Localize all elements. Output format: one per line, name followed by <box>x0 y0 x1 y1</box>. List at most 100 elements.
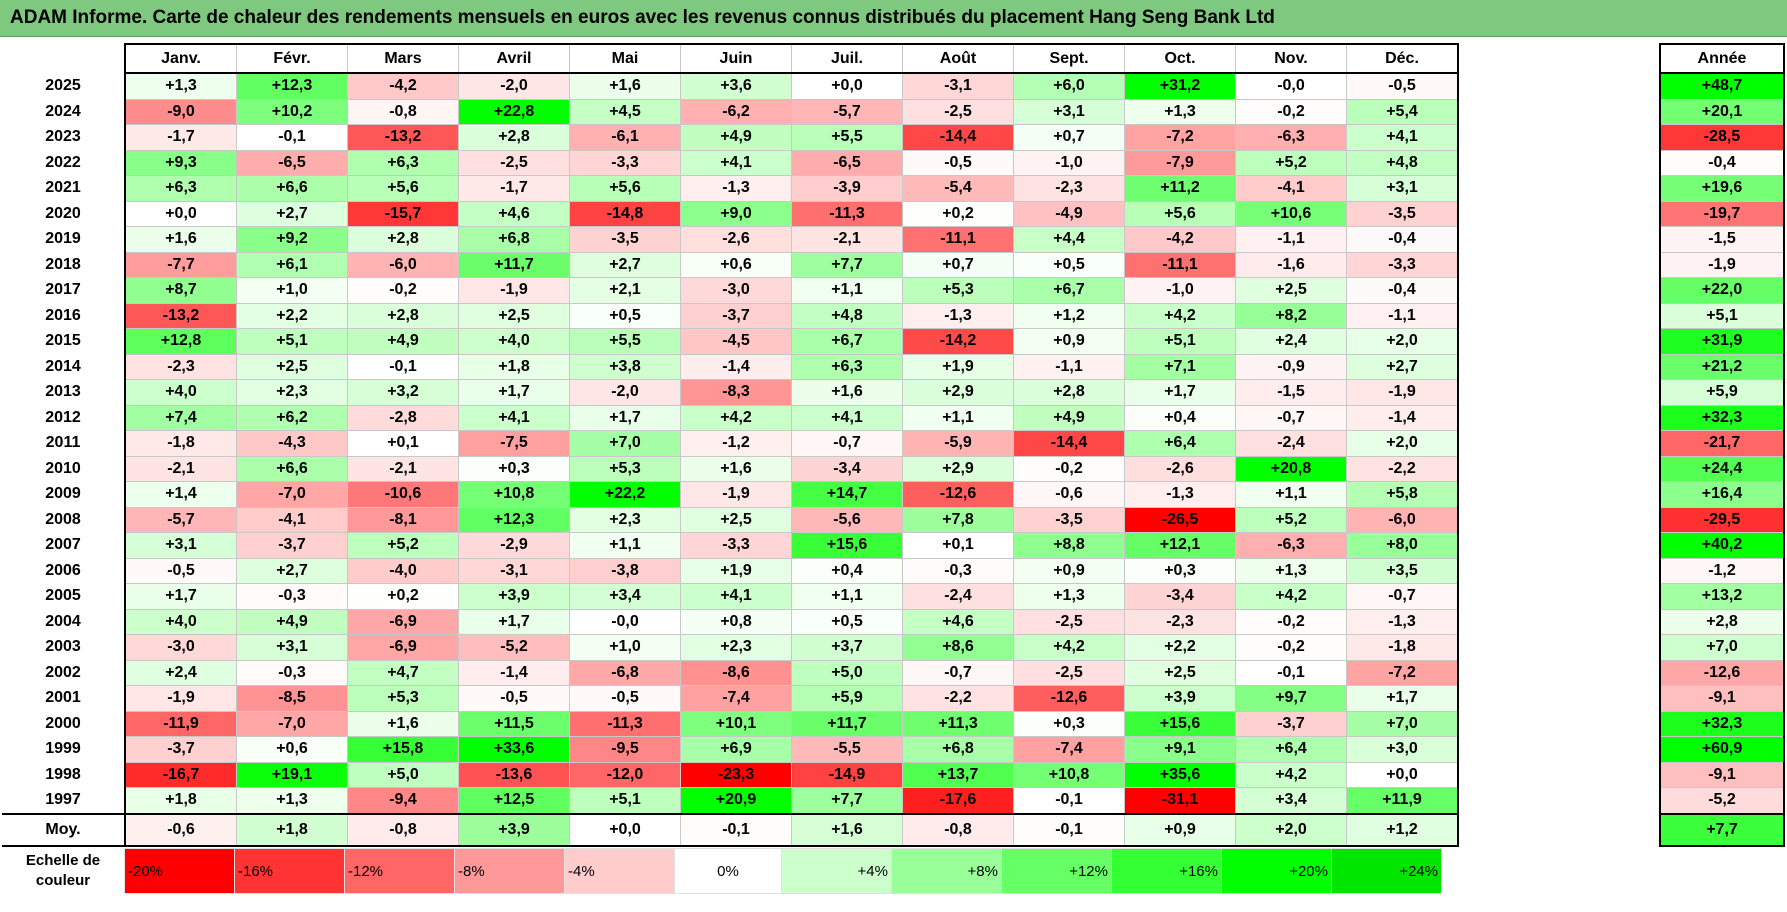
heatmap-cell: +7,7 <box>791 787 903 815</box>
heatmap-cell: -3,4 <box>1124 583 1236 610</box>
month-header: Mars <box>347 43 459 74</box>
heatmap-cell: -1,2 <box>680 430 792 457</box>
annual-row: +24,4 <box>1659 455 1785 482</box>
average-cell: -0,1 <box>680 812 792 847</box>
color-scale-row: Echelle de couleur -20% -16% -12% -8% -4% 0% +4… <box>2 848 1442 894</box>
heatmap-cell: -11,3 <box>569 710 681 737</box>
annual-row: -9,1 <box>1659 761 1785 788</box>
heatmap-cell: -6,9 <box>347 608 459 635</box>
heatmap-cell: -0,6 <box>1013 481 1125 508</box>
heatmap-cell: +3,2 <box>347 379 459 406</box>
heatmap-cell: +1,3 <box>1235 557 1347 584</box>
heatmap-cell: +2,7 <box>1346 353 1459 380</box>
heatmap-cell: +3,1 <box>236 634 348 661</box>
annual-cell: +16,4 <box>1659 481 1785 508</box>
heatmap-cell: -6,3 <box>1235 124 1347 151</box>
heatmap-cell: -0,1 <box>347 353 459 380</box>
month-header: Nov. <box>1235 43 1347 74</box>
year-row: 2000 -11,9 -7,0 +1,6 +11,5 -11,3 +10,1 +11,7 +11… <box>2 710 1459 737</box>
heatmap-cell: +10,2 <box>236 98 348 125</box>
heatmap-cell: -14,4 <box>902 124 1014 151</box>
heatmap-cell: -2,1 <box>791 226 903 253</box>
heatmap-cell: -3,9 <box>791 175 903 202</box>
heatmap-cell: -10,6 <box>347 481 459 508</box>
heatmap-cell: +3,1 <box>124 532 237 559</box>
annual-cell: +21,2 <box>1659 353 1785 380</box>
annual-cell: +32,3 <box>1659 710 1785 737</box>
heatmap-cell: -11,9 <box>124 710 237 737</box>
heatmap-cell: +11,2 <box>1124 175 1236 202</box>
year-label: 2017 <box>2 277 126 303</box>
heatmap-cell: -5,7 <box>124 506 237 533</box>
year-label: 2005 <box>2 583 126 609</box>
heatmap-cell: +0,3 <box>458 455 570 482</box>
annual-cell: +22,0 <box>1659 277 1785 304</box>
annual-row: -5,2 <box>1659 787 1785 814</box>
heatmap-cell: -0,8 <box>347 98 459 125</box>
heatmap-cell: +0,6 <box>680 251 792 278</box>
heatmap-cell: +3,7 <box>791 634 903 661</box>
heatmap-cell: +9,1 <box>1124 736 1236 763</box>
heatmap-cell: +4,5 <box>569 98 681 125</box>
heatmap-cell: +8,8 <box>1013 532 1125 559</box>
title-bar: ADAM Informe. Carte de chaleur des rende… <box>0 0 1787 37</box>
year-row: 2014 -2,3 +2,5 -0,1 +1,8 +3,8 -1,4 +6,3 +1,9 -1,1… <box>2 353 1459 380</box>
heatmap-cell: +0,3 <box>1124 557 1236 584</box>
annual-row: +13,2 <box>1659 583 1785 610</box>
month-header: Déc. <box>1346 43 1459 74</box>
heatmap-cell: +10,8 <box>1013 761 1125 788</box>
heatmap-cell: +0,2 <box>902 200 1014 227</box>
heatmap-cell: -6,1 <box>569 124 681 151</box>
heatmap-cell: -4,2 <box>1124 226 1236 253</box>
heatmap-cell: +8,0 <box>1346 532 1459 559</box>
year-row: 2022 +9,3 -6,5 +6,3 -2,5 -3,3 +4,1 -6,5 -0,5 -1,0… <box>2 149 1459 176</box>
heatmap-cell: +4,2 <box>1013 634 1125 661</box>
heatmap-cell: -1,9 <box>124 685 237 712</box>
heatmap-cell: -0,2 <box>1235 98 1347 125</box>
annual-cell: +5,1 <box>1659 302 1785 329</box>
heatmap-cell: +4,2 <box>1124 302 1236 329</box>
month-header: Avril <box>458 43 570 74</box>
heatmap-cell: +6,3 <box>124 175 237 202</box>
heatmap-cell: -8,1 <box>347 506 459 533</box>
heatmap-cell: +4,1 <box>1346 124 1459 151</box>
heatmap-cell: +11,5 <box>458 710 570 737</box>
heatmap-cell: +4,6 <box>458 200 570 227</box>
heatmap-cell: +7,7 <box>791 251 903 278</box>
annual-row: -29,5 <box>1659 506 1785 533</box>
annual-cell: -21,7 <box>1659 430 1785 457</box>
heatmap-cell: -2,9 <box>458 532 570 559</box>
heatmap-cell: -26,5 <box>1124 506 1236 533</box>
average-cell: +3,9 <box>458 812 570 847</box>
annual-row: -1,2 <box>1659 557 1785 584</box>
heatmap-cell: +2,7 <box>236 200 348 227</box>
year-label: 1997 <box>2 787 126 815</box>
year-label: 2007 <box>2 532 126 558</box>
heatmap-cell: -4,0 <box>347 557 459 584</box>
heatmap-cell: +1,2 <box>1013 302 1125 329</box>
heatmap-cell: +5,4 <box>1346 98 1459 125</box>
heatmap-cell: -7,4 <box>680 685 792 712</box>
heatmap-cell: +1,7 <box>458 608 570 635</box>
heatmap-cell: +9,0 <box>680 200 792 227</box>
heatmap-cell: +5,6 <box>347 175 459 202</box>
heatmap-cell: -0,5 <box>124 557 237 584</box>
heatmap-cell: +11,9 <box>1346 787 1459 815</box>
heatmap-cell: -5,7 <box>791 98 903 125</box>
year-row: 2001 -1,9 -8,5 +5,3 -0,5 -0,5 -7,4 +5,9 -2,2 -12,… <box>2 685 1459 712</box>
heatmap-cell: +6,9 <box>680 736 792 763</box>
heatmap-cell: +5,6 <box>1124 200 1236 227</box>
average-cell: -0,8 <box>347 812 459 847</box>
heatmap-cell: +13,7 <box>902 761 1014 788</box>
heatmap-cell: +2,3 <box>569 506 681 533</box>
heatmap-cell: +4,0 <box>124 379 237 406</box>
heatmap-cell: -1,1 <box>1346 302 1459 329</box>
heatmap-cell: +5,2 <box>1235 506 1347 533</box>
annual-cell: -0,4 <box>1659 149 1785 176</box>
heatmap-cell: +6,6 <box>236 455 348 482</box>
average-cell: -0,1 <box>1013 812 1125 847</box>
heatmap-cell: -7,4 <box>1013 736 1125 763</box>
heatmap-cell: -1,6 <box>1235 251 1347 278</box>
heatmap-cell: +2,7 <box>569 251 681 278</box>
heatmap-cell: +35,6 <box>1124 761 1236 788</box>
